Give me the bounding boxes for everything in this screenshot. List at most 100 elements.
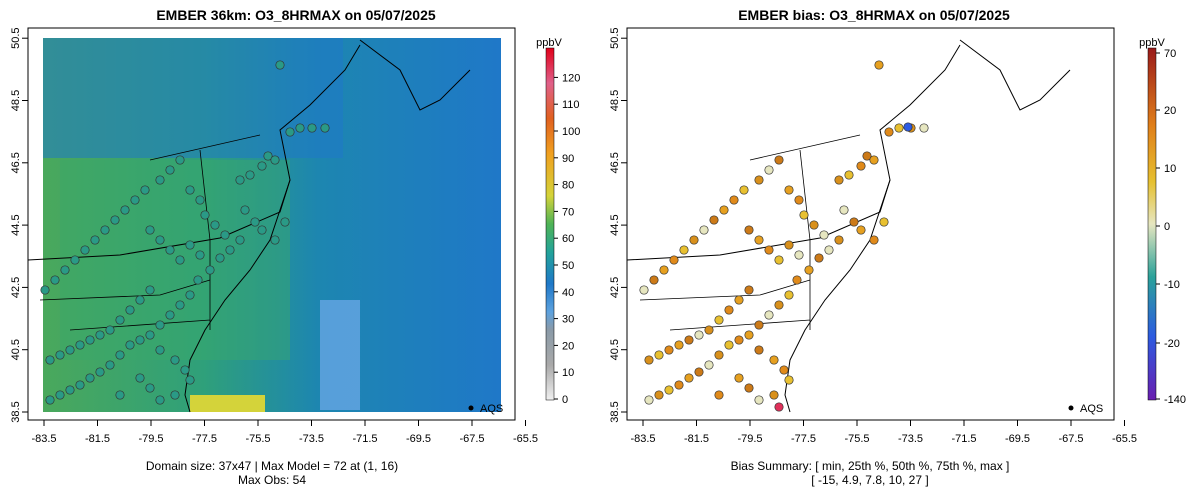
aqs-station-marker (95, 367, 105, 377)
bias-station-marker (724, 305, 734, 315)
aqs-station-marker (60, 265, 70, 275)
aqs-station-marker (90, 235, 100, 245)
aqs-station-marker (263, 151, 273, 161)
y-tick-label: 46.5 (609, 152, 621, 173)
x-tick-label: -81.5 (684, 433, 709, 445)
aqs-station-marker (65, 345, 75, 355)
y-tick-label: 44.5 (609, 214, 621, 235)
bias-station-marker (754, 345, 764, 355)
left-east-coast (184, 179, 291, 413)
y-tick-label: 42.5 (609, 277, 621, 298)
colorbar-tick-label: 0 (562, 394, 568, 406)
bias-station-marker (903, 122, 913, 132)
aqs-station-marker (165, 245, 175, 255)
left-aqs-legend-marker (468, 405, 474, 411)
aqs-station-marker (155, 320, 165, 330)
aqs-station-marker (220, 230, 230, 240)
colorbar-tick-label: 120 (562, 72, 580, 84)
bias-station-marker (714, 390, 724, 400)
aqs-station-marker (45, 395, 55, 405)
bias-station-marker (794, 195, 804, 205)
aqs-station-marker (195, 195, 205, 205)
x-tick-label: -75.5 (844, 433, 869, 445)
bias-station-marker (869, 235, 879, 245)
bias-station-marker (824, 245, 834, 255)
right-stations (639, 60, 929, 412)
aqs-station-marker (120, 205, 130, 215)
aqs-station-marker (115, 315, 125, 325)
aqs-station-marker (105, 360, 115, 370)
right-colorbar-ticks: -140 -20 -10 0 10 20 70 (1156, 48, 1186, 406)
aqs-station-marker (270, 235, 280, 245)
colorbar-tick-label: 70 (562, 206, 574, 218)
bias-station-marker (679, 245, 689, 255)
bias-station-marker (839, 205, 849, 215)
aqs-station-marker (195, 250, 205, 260)
colorbar-tick-label: 80 (562, 180, 574, 192)
bias-station-marker (734, 373, 744, 383)
aqs-station-marker (280, 217, 290, 227)
bias-station-marker (784, 185, 794, 195)
bias-station-marker (674, 380, 684, 390)
bias-station-marker (744, 225, 754, 235)
x-tick-label: -65.5 (513, 433, 538, 445)
left-aqs-legend-label: AQS (480, 403, 503, 415)
model-field-core (60, 160, 290, 360)
bias-station-marker (744, 383, 754, 393)
colorbar-tick-label: 50 (562, 260, 574, 272)
aqs-station-marker (155, 395, 165, 405)
right-map-content (627, 39, 1071, 413)
right-footer-line2: [ -15, 4.9, 7.8, 10, 27 ] (811, 473, 928, 487)
bias-station-marker (784, 290, 794, 300)
bias-station-marker (704, 360, 714, 370)
x-tick-label: -75.5 (245, 433, 270, 445)
bias-station-marker (874, 60, 884, 70)
aqs-station-marker (200, 210, 210, 220)
right-colorbar-unit: ppbV (1139, 37, 1165, 49)
y-tick-label: 40.5 (609, 339, 621, 360)
colorbar-tick-label: 100 (562, 126, 580, 138)
x-tick-label: -77.5 (192, 433, 217, 445)
x-tick-label: -71.5 (352, 433, 377, 445)
aqs-station-marker (215, 253, 225, 263)
left-footer-line1: Domain size: 37x47 | Max Model = 72 at (… (146, 459, 398, 473)
aqs-station-marker (85, 335, 95, 345)
aqs-station-marker (75, 340, 85, 350)
bias-station-marker (779, 365, 789, 375)
aqs-station-marker (250, 217, 260, 227)
bias-station-marker (689, 235, 699, 245)
bias-station-marker (704, 325, 714, 335)
bias-station-marker (694, 367, 704, 377)
right-panel: EMBER bias: O3_8HRMAX on 05/07/2025 AQS … (609, 7, 1186, 487)
aqs-station-marker (320, 123, 330, 133)
aqs-station-marker (70, 255, 80, 265)
left-footer-line2: Max Obs: 54 (238, 473, 306, 487)
bias-station-marker (774, 255, 784, 265)
x-tick-label: -83.5 (630, 433, 655, 445)
bias-station-marker (754, 395, 764, 405)
colorbar-tick-label: 60 (562, 233, 574, 245)
aqs-station-marker (65, 385, 75, 395)
bias-station-marker (819, 230, 829, 240)
bias-station-marker (724, 340, 734, 350)
left-colorbar (545, 47, 555, 401)
colorbar-tick-label: 40 (562, 287, 574, 299)
x-tick-label: -67.5 (459, 433, 484, 445)
aqs-station-marker (307, 123, 317, 133)
aqs-station-marker (270, 155, 280, 165)
aqs-station-marker (135, 335, 145, 345)
aqs-station-marker (155, 175, 165, 185)
bias-station-marker (769, 390, 779, 400)
aqs-station-marker (185, 375, 195, 385)
aqs-station-marker (155, 345, 165, 355)
bias-station-marker (919, 123, 929, 133)
aqs-station-marker (257, 161, 267, 171)
bias-station-marker (754, 235, 764, 245)
bias-station-marker (744, 285, 754, 295)
colorbar-tick-label: 90 (562, 153, 574, 165)
x-tick-label: -71.5 (951, 433, 976, 445)
bias-station-marker (774, 155, 784, 165)
bias-station-marker (894, 123, 904, 133)
y-tick-label: 48.5 (609, 90, 621, 111)
bias-station-marker (654, 350, 664, 360)
